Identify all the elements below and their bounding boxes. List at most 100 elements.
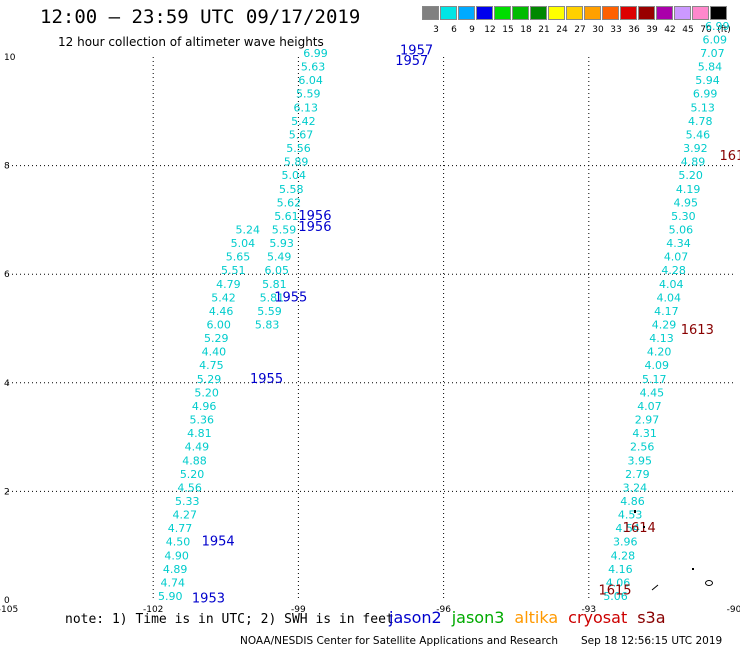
wave-height-value: 5.20: [194, 386, 219, 399]
island-shape: [705, 580, 713, 586]
y-tick-label: 2: [4, 487, 10, 497]
wave-height-value: 4.78: [688, 115, 713, 128]
scale-swatch: [494, 6, 511, 20]
scale-swatch: [548, 6, 565, 20]
wave-height-value: 5.81: [260, 291, 285, 304]
y-tick-label: 10: [4, 53, 16, 63]
wave-height-value: 5.30: [671, 210, 696, 223]
pass-time-label: 1613: [681, 323, 714, 338]
wave-height-value: 4.56: [177, 481, 202, 494]
wave-height-value: 4.07: [664, 251, 689, 264]
wave-height-value: 4.13: [649, 332, 674, 345]
x-tick-label: -96: [436, 605, 451, 615]
scale-swatch: [674, 6, 691, 20]
scale-label: 12: [484, 25, 496, 35]
wave-height-value: 5.61: [274, 210, 299, 223]
wave-height-value: 5.63: [301, 61, 326, 74]
wave-height-value: 4.45: [640, 386, 665, 399]
scale-label: 42: [664, 25, 676, 35]
wave-height-value: 4.04: [659, 278, 684, 291]
wave-height-value: 5.06: [603, 590, 628, 603]
wave-height-value: 5.36: [190, 414, 215, 427]
wave-height-value: 4.40: [202, 346, 227, 359]
x-tick-label: -90: [727, 605, 740, 615]
wave-height-value: 3.95: [628, 454, 653, 467]
wave-height-value: 5.58: [279, 183, 304, 196]
wave-height-value: 5.20: [180, 468, 205, 481]
scale-swatch: [638, 6, 655, 20]
wave-height-value: 4.49: [185, 441, 210, 454]
wave-height-value: 2.97: [635, 414, 660, 427]
wave-height-value: 4.04: [657, 291, 682, 304]
wave-height-value: 5.89: [284, 156, 309, 169]
satellite-legend: jason2 jason3 altika cryosat s3a: [389, 608, 676, 627]
wave-height-value: 5.29: [204, 332, 229, 345]
wave-height-value: 5.93: [269, 237, 294, 250]
pass-time-label: 1955: [250, 372, 283, 387]
scale-swatch: [656, 6, 673, 20]
scale-swatch: [422, 6, 439, 20]
scale-label: 24: [556, 25, 568, 35]
wave-height-value: 5.90: [158, 590, 183, 603]
wave-height-value: 4.86: [620, 495, 645, 508]
pass-time-label: 1955: [274, 290, 307, 305]
scale-swatch: [530, 6, 547, 20]
wave-height-value: 4.06: [606, 576, 631, 589]
pass-time-label: 1954: [202, 535, 235, 550]
wave-height-value: 5.67: [289, 128, 314, 141]
wave-height-value: 6.00: [206, 319, 231, 332]
wave-height-value: 6.13: [294, 101, 319, 114]
wave-height-value: 4.50: [166, 536, 191, 549]
scale-swatch: [692, 6, 709, 20]
y-tick-label: 0: [4, 596, 10, 606]
scale-swatch: [458, 6, 475, 20]
scale-label: 9: [469, 25, 475, 35]
y-tick-label: 4: [4, 379, 10, 389]
wave-height-value: 5.29: [197, 373, 222, 386]
wave-height-value: 5.42: [211, 291, 236, 304]
wave-height-value: 4.29: [652, 319, 677, 332]
wave-height-value: 5.20: [678, 169, 703, 182]
pass-time-label: 1953: [192, 592, 225, 607]
scale-label: 70: [700, 25, 712, 35]
timestamp: Sep 18 12:56:15 UTC 2019: [581, 635, 723, 647]
scale-label: 3: [433, 25, 439, 35]
island-shape: [643, 526, 645, 528]
legend-s3a: s3a: [637, 608, 666, 627]
x-tick-label: -105: [0, 605, 18, 615]
scale-label: 21: [538, 25, 550, 35]
pass-time-label: 1956: [298, 220, 331, 235]
legend-jason2: jason2: [389, 608, 442, 627]
scale-swatch: [512, 6, 529, 20]
x-tick-label: -102: [143, 605, 163, 615]
wave-height-value: 5.65: [226, 251, 251, 264]
scale-swatch: [584, 6, 601, 20]
wave-height-value: 4.96: [192, 400, 217, 413]
scale-label: 36: [628, 25, 640, 35]
scale-swatch: [476, 6, 493, 20]
x-tick-label: -99: [291, 605, 306, 615]
wave-height-value: 4.95: [674, 196, 699, 209]
x-tick-label: -93: [581, 605, 596, 615]
wave-height-value: 5.51: [221, 264, 246, 277]
island-shape: [651, 584, 659, 591]
legend-jason3: jason3: [451, 608, 505, 627]
scale-swatch: [440, 6, 457, 20]
wave-height-value: 4.16: [608, 563, 633, 576]
wave-height-value: 4.88: [182, 454, 207, 467]
wave-height-value: 6.99: [303, 47, 328, 60]
wave-height-value: 4.53: [618, 509, 643, 522]
wave-height-value: 5.24: [235, 223, 259, 236]
wave-height-value: 6.09: [703, 33, 728, 46]
island-shape: [692, 568, 694, 570]
wave-height-value: 7.07: [700, 47, 725, 60]
wave-height-value: 4.74: [160, 576, 185, 589]
credit-text: NOAA/NESDIS Center for Satellite Applica…: [240, 635, 558, 647]
wave-height-value: 4.89: [163, 563, 188, 576]
scale-label: 39: [646, 25, 658, 35]
map-title: 12:00 – 23:59 UTC 09/17/2019: [40, 6, 361, 28]
wave-height-value: 2.79: [625, 468, 650, 481]
scale-label: 27: [574, 25, 586, 35]
wave-height-value: 3.96: [613, 536, 638, 549]
wave-height-value: 5.04: [281, 169, 306, 182]
